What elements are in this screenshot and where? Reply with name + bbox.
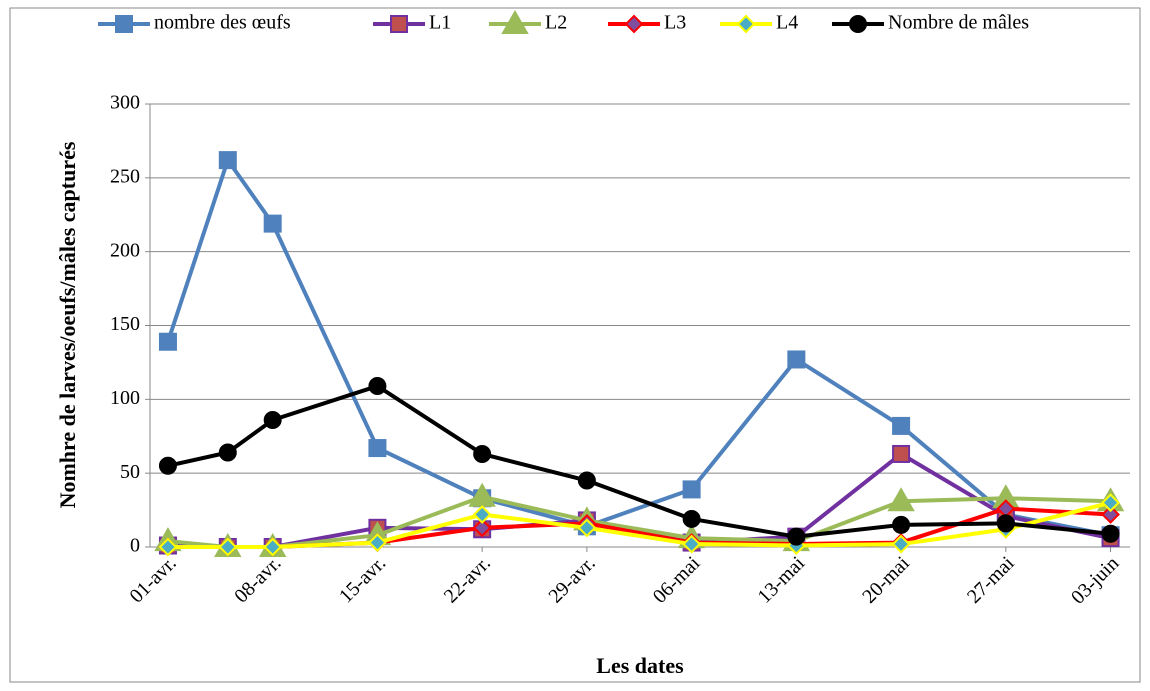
- legend-marker: [736, 14, 756, 34]
- marker: [892, 416, 911, 435]
- y-tick-label: 250: [110, 165, 140, 187]
- x-axis-title: Les dates: [596, 653, 684, 678]
- y-tick-label: 100: [110, 387, 140, 409]
- marker: [473, 444, 492, 463]
- marker: [263, 537, 283, 557]
- marker: [158, 456, 177, 475]
- marker: [368, 439, 387, 458]
- marker: [218, 537, 238, 557]
- marker: [158, 537, 178, 557]
- marker: [472, 505, 492, 524]
- marker: [1101, 505, 1120, 524]
- marker: [787, 527, 806, 546]
- marker: [263, 214, 282, 233]
- legend-label: L1: [429, 12, 451, 34]
- marker: [887, 487, 915, 512]
- marker: [158, 332, 177, 351]
- marker: [787, 350, 806, 369]
- marker: [892, 444, 911, 463]
- legend-marker: [849, 15, 867, 33]
- marker: [368, 533, 387, 552]
- legend-marker: [624, 14, 644, 34]
- marker: [577, 471, 596, 490]
- marker: [682, 534, 702, 554]
- chart-border: [9, 7, 1141, 683]
- y-tick-label: 0: [130, 535, 140, 557]
- legend-label: L2: [545, 12, 567, 34]
- marker: [1101, 493, 1120, 513]
- marker: [892, 515, 911, 534]
- marker: [1101, 524, 1120, 543]
- legend-marker: [501, 9, 529, 34]
- marker: [996, 514, 1015, 533]
- legend-label: L3: [664, 12, 686, 34]
- y-axis-title: Nomhre de larves/oeufs/mâles capturés: [55, 141, 80, 508]
- marker: [218, 151, 237, 170]
- legend-marker: [115, 15, 133, 33]
- y-tick-label: 200: [110, 239, 140, 261]
- marker: [263, 411, 282, 430]
- marker: [218, 443, 237, 462]
- legend-label: Nombre de mâles: [888, 12, 1029, 34]
- marker: [682, 480, 701, 499]
- marker: [682, 509, 701, 528]
- marker: [368, 377, 387, 396]
- legend-label: L4: [776, 12, 798, 34]
- marker: [577, 518, 597, 538]
- y-tick-label: 150: [110, 313, 140, 335]
- legend-marker: [390, 15, 408, 33]
- y-tick-label: 300: [110, 92, 140, 114]
- legend-label: nombre des œufs: [154, 12, 291, 34]
- marker: [891, 534, 911, 554]
- marker: [472, 518, 492, 538]
- y-tick-label: 50: [120, 461, 140, 483]
